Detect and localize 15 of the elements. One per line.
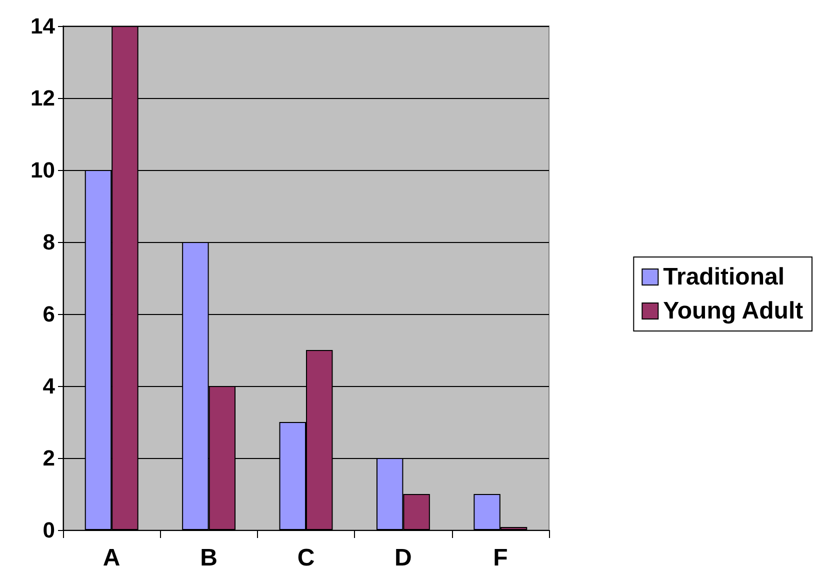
x-tick-label: A — [102, 544, 120, 572]
y-tick-label: 8 — [42, 230, 55, 254]
x-tick-label: D — [394, 544, 412, 572]
y-tick-label: 2 — [42, 446, 55, 470]
x-tick-label: C — [297, 544, 315, 572]
y-tick-label: 6 — [42, 302, 55, 326]
y-tick-label: 0 — [42, 518, 55, 542]
legend-label: Young Adult — [663, 298, 804, 324]
y-tick-label: 4 — [42, 374, 56, 398]
y-tick-label: 12 — [30, 86, 55, 110]
y-tick-label: 10 — [30, 158, 55, 182]
x-tick-label: F — [493, 544, 508, 572]
legend-label: Traditional — [663, 264, 785, 290]
x-tick-label: B — [200, 544, 218, 572]
y-tick-label: 14 — [30, 14, 56, 38]
